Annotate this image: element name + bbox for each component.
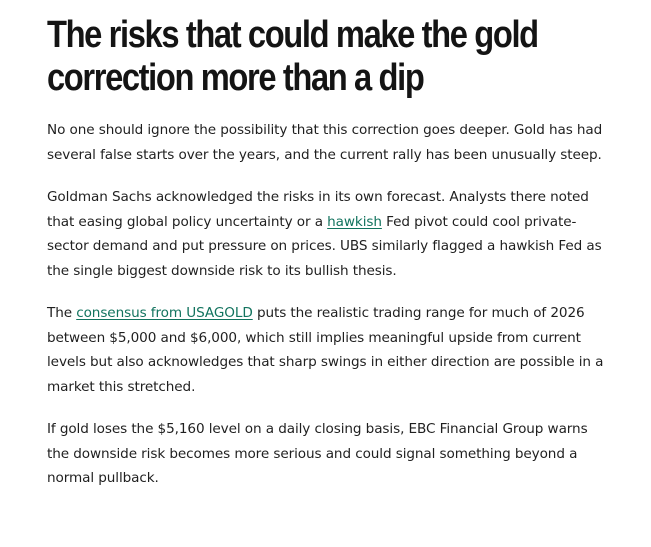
headline-line-1: The risks that could make the gold bbox=[47, 14, 539, 56]
headline-line-2: correction more than a dip bbox=[47, 57, 425, 99]
article-body: No one should ignore the possibility tha… bbox=[47, 118, 607, 509]
article: The risks that could make the gold correc… bbox=[47, 14, 607, 486]
paragraph-2-text-after: Fed pivot could cool private-sector dema… bbox=[47, 213, 602, 279]
hawkish-link[interactable]: hawkish bbox=[327, 213, 382, 230]
paragraph-3-text-before: The bbox=[47, 305, 77, 321]
paragraph-4-text: If gold loses the $5,160 level on a dail… bbox=[47, 421, 588, 486]
usagold-consensus-link[interactable]: consensus from USAGOLD bbox=[76, 305, 253, 321]
paragraph-3-text-after: puts the realistic trading range for muc… bbox=[47, 305, 604, 395]
paragraph-2-text-before: Goldman Sachs acknowledged the risks in … bbox=[47, 189, 589, 230]
paragraph-3: The consensus from USAGOLD puts the real… bbox=[47, 301, 607, 399]
paragraph-4: If gold loses the $5,160 level on a dail… bbox=[47, 417, 607, 491]
paragraph-1: No one should ignore the possibility tha… bbox=[47, 118, 607, 167]
paragraph-1-text: No one should ignore the possibility tha… bbox=[47, 122, 603, 163]
paragraph-2: Goldman Sachs acknowledged the risks in … bbox=[47, 185, 607, 283]
article-headline: The risks that could make the gold correc… bbox=[47, 14, 615, 100]
